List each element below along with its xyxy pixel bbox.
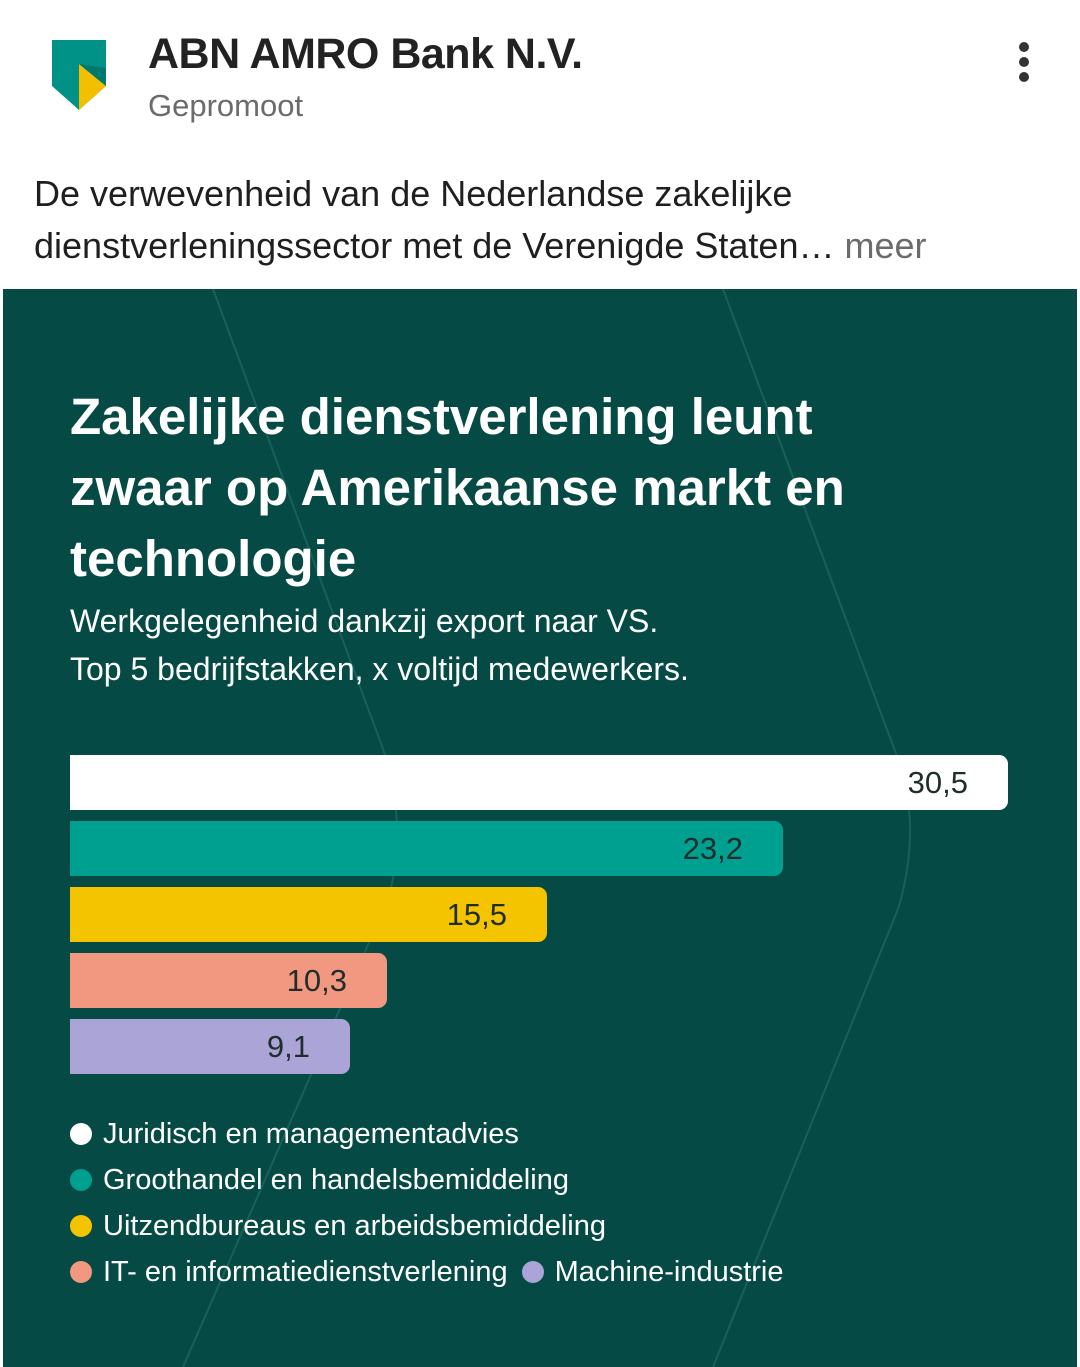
bar-value-label: 9,1 bbox=[266, 1029, 310, 1064]
legend-label: Groothandel en handelsbemiddeling bbox=[103, 1163, 569, 1196]
legend-label: IT- en informatiedienstverlening bbox=[103, 1255, 508, 1288]
legend-item: IT- en informatiedienstverlening bbox=[70, 1256, 508, 1289]
bar-4: 10,3 bbox=[70, 953, 387, 1008]
legend-item: Machine-industrie bbox=[521, 1255, 784, 1289]
legend-row: Uitzendbureaus en arbeidsbemiddeling bbox=[70, 1203, 798, 1249]
post-text-line-1: De verwevenheid van de Nederlandse zakel… bbox=[34, 173, 793, 214]
chart-title-line-3: technologie bbox=[70, 530, 357, 587]
author-name[interactable]: ABN AMRO Bank N.V. bbox=[148, 30, 583, 78]
legend-item: Uitzendbureaus en arbeidsbemiddeling bbox=[70, 1210, 606, 1243]
chart-subtitle-line-1: Werkgelegenheid dankzij export naar VS. bbox=[70, 603, 659, 639]
bar-value-label: 15,5 bbox=[446, 897, 507, 932]
post-text-line-2: dienstverleningssector met de Verenigde … bbox=[34, 220, 1054, 272]
more-link[interactable]: meer bbox=[834, 225, 927, 266]
chart-title: Zakelijke dienstverlening leunt zwaar op… bbox=[70, 381, 970, 594]
more-vertical-icon bbox=[1019, 42, 1029, 52]
bar-2: 23,2 bbox=[70, 821, 783, 876]
legend-label: Uitzendbureaus en arbeidsbemiddeling bbox=[103, 1209, 606, 1242]
bar-1: 30,5 bbox=[70, 755, 1008, 810]
post-header: ABN AMRO Bank N.V. Gepromoot bbox=[0, 0, 1080, 150]
bar-5: 9,1 bbox=[70, 1019, 350, 1074]
legend-item: Groothandel en handelsbemiddeling bbox=[70, 1164, 569, 1197]
legend-dot-white bbox=[70, 1123, 92, 1145]
chart-title-line-2: zwaar op Amerikaanse markt en bbox=[70, 459, 845, 516]
legend-dot-teal bbox=[70, 1169, 92, 1191]
post-text: De verwevenheid van de Nederlandse zakel… bbox=[34, 168, 1054, 272]
promoted-label: Gepromoot bbox=[148, 88, 304, 123]
chart-title-line-1: Zakelijke dienstverlening leunt bbox=[70, 388, 813, 445]
bar-value-label: 23,2 bbox=[682, 831, 743, 866]
legend-dot-yellow bbox=[70, 1215, 92, 1237]
bar-value-label: 30,5 bbox=[907, 765, 968, 800]
post-image-chart[interactable]: Zakelijke dienstverlening leunt zwaar op… bbox=[3, 289, 1077, 1367]
bar-chart: 30,5 23,2 15,5 10,3 9,1 bbox=[3, 289, 1077, 1367]
legend-item: Juridisch en managementadvies bbox=[70, 1118, 519, 1151]
legend-row: Groothandel en handelsbemiddeling bbox=[70, 1157, 798, 1203]
more-options-button[interactable] bbox=[1004, 38, 1044, 86]
abn-amro-shield-logo[interactable] bbox=[48, 36, 110, 114]
legend-dot-lavender bbox=[521, 1261, 544, 1283]
post-text-line-2-content: dienstverleningssector met de Verenigde … bbox=[34, 225, 835, 266]
chart-subtitle-line-2: Top 5 bedrijfstakken, x voltijd medewerk… bbox=[70, 651, 689, 687]
legend-row: Juridisch en managementadvies bbox=[70, 1111, 798, 1157]
bar-value-label: 10,3 bbox=[286, 963, 347, 998]
chart-subtitle: Werkgelegenheid dankzij export naar VS. … bbox=[70, 597, 970, 693]
legend-label: Juridisch en managementadvies bbox=[103, 1117, 519, 1150]
legend-row: IT- en informatiedienstverlening Machine… bbox=[70, 1249, 798, 1295]
legend-label: Machine-industrie bbox=[554, 1255, 784, 1288]
legend-dot-salmon bbox=[70, 1261, 92, 1283]
chart-legend: Juridisch en managementadvies Groothande… bbox=[70, 1111, 798, 1295]
bar-3: 15,5 bbox=[70, 887, 547, 942]
